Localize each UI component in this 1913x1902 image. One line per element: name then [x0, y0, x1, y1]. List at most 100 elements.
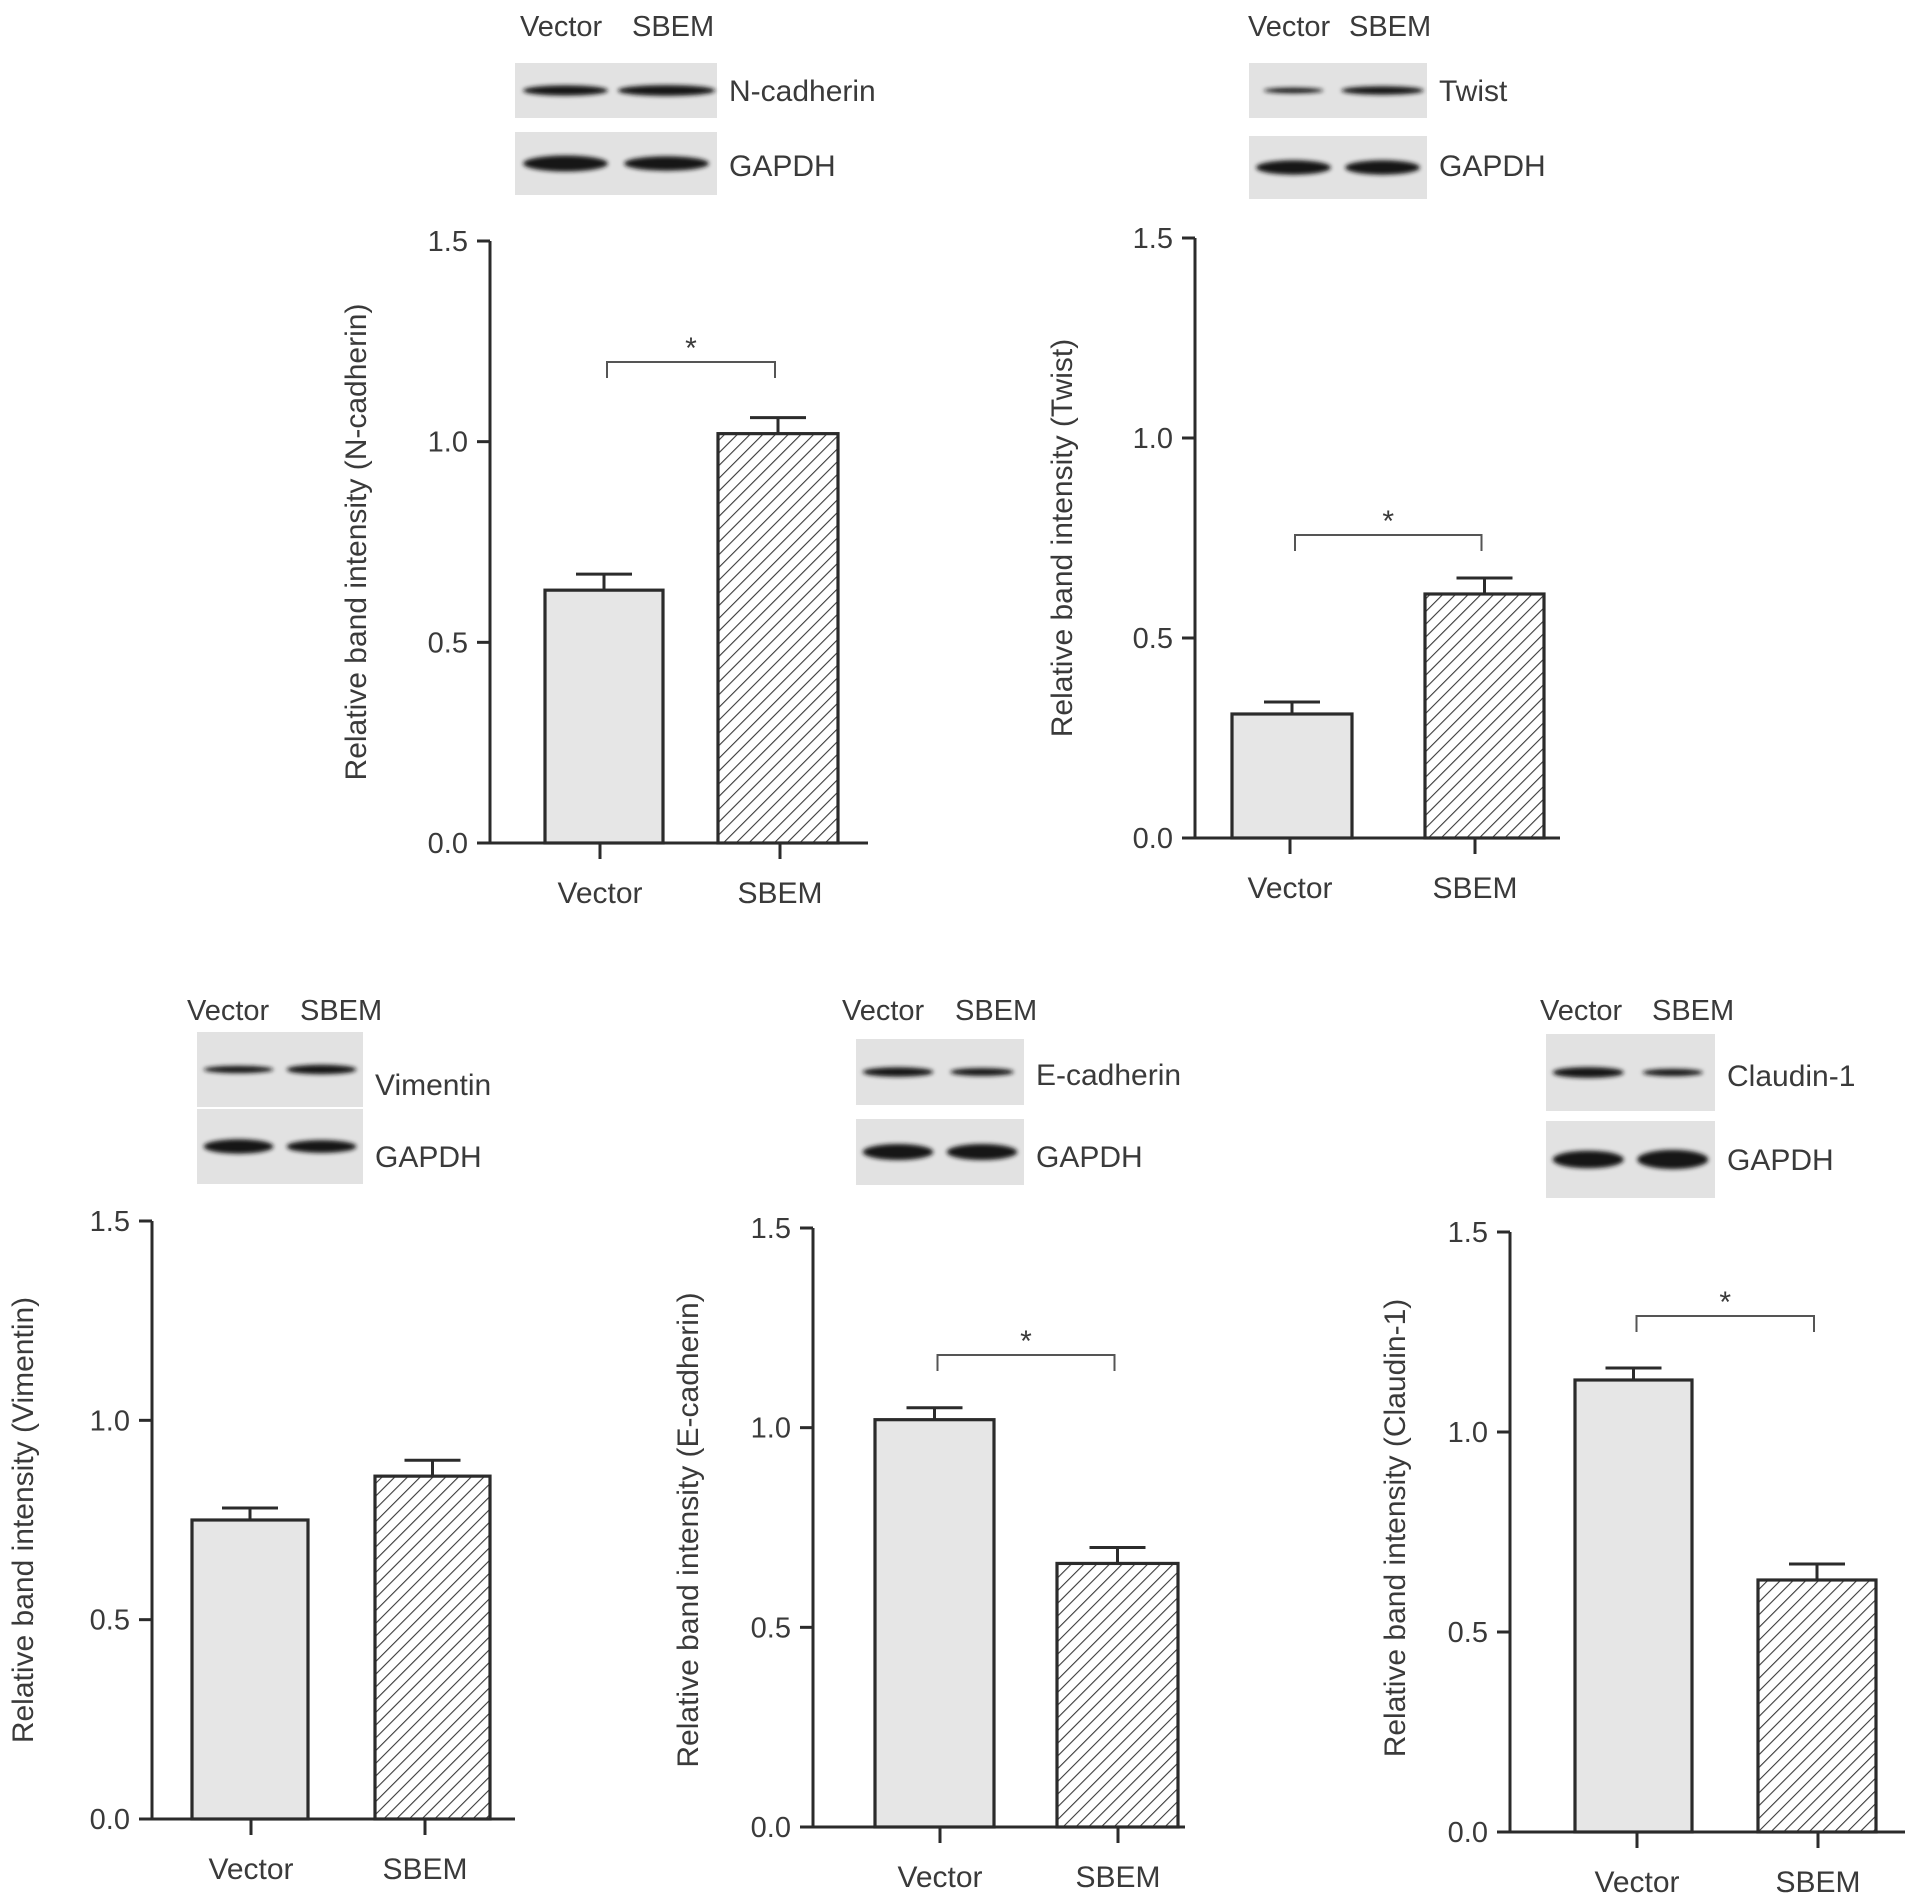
significance-marker: *: [1382, 505, 1394, 538]
y-tick-label: 1.5: [1133, 223, 1173, 255]
blot-strip: [856, 1039, 1024, 1105]
blot-row-label: E-cadherin: [1036, 1059, 1181, 1092]
blot-lane-label: Vector: [187, 995, 270, 1027]
bar-vector: [1230, 712, 1354, 840]
blot-band: [617, 85, 716, 96]
blot-row-label: GAPDH: [375, 1141, 482, 1174]
blot-strip: [1546, 1034, 1715, 1111]
blot-band: [1256, 160, 1331, 175]
x-tick-label: Vector: [208, 1853, 293, 1886]
blot-row-label: N-cadherin: [729, 75, 876, 108]
blot-row-label: GAPDH: [1439, 150, 1546, 183]
bar-sbem: [1423, 592, 1546, 840]
blot-band: [1263, 87, 1324, 94]
bar-sbem: [1055, 1561, 1180, 1829]
blot-strip: [856, 1119, 1024, 1185]
y-tick-label: 1.5: [90, 1206, 130, 1238]
blot-lane-label: Vector: [1248, 11, 1331, 43]
significance-bracket: [936, 1354, 1116, 1371]
x-tick-label: Vector: [557, 877, 642, 910]
significance-bracket: [1635, 1315, 1815, 1332]
blot-band: [950, 1068, 1014, 1076]
y-tick-label: 1.0: [1448, 1417, 1488, 1449]
blot-lane-label: SBEM: [1349, 11, 1431, 43]
significance-marker: *: [1719, 1286, 1731, 1319]
bar-vector: [1573, 1378, 1694, 1834]
blot-strip: [1249, 136, 1427, 199]
y-tick-label: 0.0: [751, 1812, 791, 1844]
y-axis-label: Relative band intensity (Claudin-1): [1379, 1299, 1412, 1758]
x-tick-label: SBEM: [737, 877, 822, 910]
blot-band: [1552, 1067, 1624, 1078]
y-tick-label: 0.5: [90, 1605, 130, 1637]
blot-strip: [515, 63, 717, 118]
x-tick-label: Vector: [1594, 1866, 1679, 1899]
blot-strip: [1546, 1121, 1715, 1198]
blot-lane-label: SBEM: [955, 995, 1037, 1027]
x-tick-label: SBEM: [1775, 1866, 1860, 1899]
blot-row-label: GAPDH: [1727, 1144, 1834, 1177]
panel-claudin-1: Vector SBEM Claudin-1 GAPDH 0.0 0.5 1.0 1.5 Rela…: [1379, 995, 1905, 1899]
y-tick-label: 1.0: [90, 1405, 130, 1437]
blot-band: [286, 1064, 357, 1075]
blot-band: [523, 85, 608, 96]
y-axis-label: Relative band intensity (E-cadherin): [672, 1292, 705, 1767]
y-tick-label: 0.0: [90, 1804, 130, 1836]
blot-band: [862, 1144, 934, 1160]
x-tick-label: SBEM: [382, 1853, 467, 1886]
y-tick-label: 0.0: [1133, 823, 1173, 855]
blot-lane-label: SBEM: [632, 11, 714, 43]
bar-vector: [873, 1418, 996, 1829]
blot-row-label: GAPDH: [729, 150, 836, 183]
blot-band: [946, 1144, 1018, 1160]
x-tick-label: Vector: [897, 1861, 982, 1894]
blot-band: [523, 155, 608, 172]
y-tick-label: 1.5: [1448, 1217, 1488, 1249]
blot-strip: [1249, 63, 1427, 118]
blot-row-label: Twist: [1439, 75, 1508, 108]
blot-row-label: GAPDH: [1036, 1141, 1143, 1174]
bar-sbem: [716, 432, 840, 845]
y-tick-label: 1.0: [1133, 423, 1173, 455]
blot-strip: [197, 1109, 363, 1184]
blot-row-label: Vimentin: [375, 1069, 491, 1102]
blot-lane-label: Vector: [1540, 995, 1623, 1027]
bar-vector: [190, 1518, 310, 1821]
blot-row-label: Claudin-1: [1727, 1060, 1855, 1093]
blot-strip: [197, 1032, 363, 1107]
blot-lane-label: SBEM: [1652, 995, 1734, 1027]
blot-band: [286, 1140, 357, 1153]
y-tick-label: 0.5: [751, 1612, 791, 1644]
blot-band: [203, 1065, 274, 1074]
blot-band: [862, 1067, 934, 1077]
blot-strip: [515, 132, 717, 195]
y-tick-label: 1.5: [751, 1213, 791, 1245]
blot-lane-label: Vector: [520, 11, 603, 43]
x-tick-label: SBEM: [1075, 1861, 1160, 1894]
y-tick-label: 0.5: [428, 627, 468, 659]
bar-sbem: [373, 1474, 492, 1821]
panel-n-cadherin: Vector SBEM N-cadherin GAPDH 0.0 0.5 1.0 1.5 Rel…: [340, 11, 876, 910]
y-axis-label: Relative band intensity (N-cadherin): [340, 304, 373, 781]
panel-e-cadherin: Vector SBEM E-cadherin GAPDH 0.0 0.5 1.0 1.5 Rel…: [672, 995, 1185, 1894]
blot-lane-label: SBEM: [300, 995, 382, 1027]
panel-twist: Vector SBEMTwistGAPDH0.00.51.01.5Relative…: [1046, 11, 1560, 905]
significance-marker: *: [685, 332, 697, 365]
y-tick-label: 0.5: [1133, 623, 1173, 655]
blot-band: [624, 156, 709, 171]
blot-band: [1642, 1068, 1703, 1077]
bar-sbem: [1756, 1578, 1878, 1834]
y-tick-label: 1.0: [751, 1413, 791, 1445]
blot-band: [1345, 160, 1420, 175]
y-tick-label: 0.0: [428, 828, 468, 860]
y-tick-label: 0.5: [1448, 1617, 1488, 1649]
significance-bracket: [1294, 534, 1483, 551]
x-tick-label: Vector: [1247, 872, 1332, 905]
bar-vector: [543, 588, 665, 845]
blot-band: [1341, 86, 1424, 95]
significance-bracket: [606, 361, 776, 378]
blot-band: [1637, 1149, 1709, 1170]
y-axis-label: Relative band intensity (Vimentin): [7, 1297, 40, 1743]
y-tick-label: 0.0: [1448, 1817, 1488, 1849]
